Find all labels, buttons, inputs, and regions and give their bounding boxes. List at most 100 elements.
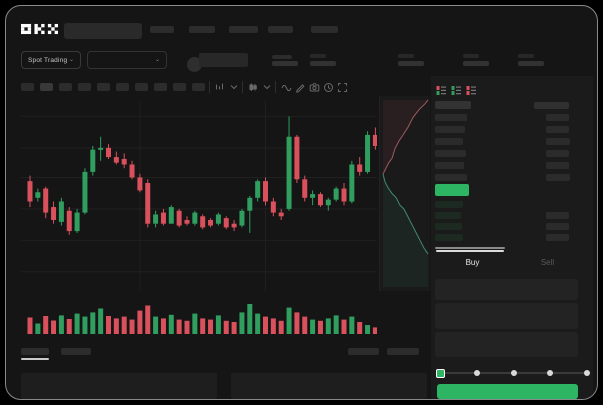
- ask-price-5: [435, 162, 464, 169]
- toolbar-item-8[interactable]: [154, 83, 167, 91]
- last-price-badge[interactable]: [435, 184, 469, 196]
- stat-value-2: [398, 61, 424, 66]
- stat-value-3: [463, 61, 489, 66]
- candle-body: [35, 192, 41, 198]
- volume-bar: [341, 319, 347, 334]
- stat-label-3: [463, 54, 479, 58]
- draw-tool-icon[interactable]: [295, 82, 306, 93]
- volume-bar: [66, 319, 72, 334]
- volume-bar: [302, 316, 308, 334]
- volume-bar: [263, 316, 268, 334]
- chevron-down-icon[interactable]: [229, 82, 240, 93]
- toolbar-item-6[interactable]: [116, 83, 129, 91]
- toolbar-item-4[interactable]: [78, 83, 91, 91]
- toolbar-item-5[interactable]: [97, 83, 110, 91]
- candle-body: [231, 223, 237, 228]
- ticker-label-placeholder: [272, 55, 292, 59]
- amount-input[interactable]: [435, 303, 578, 329]
- candle-body: [223, 218, 229, 228]
- buy-tab-indicator: [436, 250, 504, 252]
- volume-chart[interactable]: [21, 294, 377, 336]
- candle-body: [255, 181, 261, 198]
- tab-buy[interactable]: Buy: [435, 254, 510, 270]
- depth-area: [383, 99, 428, 174]
- total-input[interactable]: [435, 332, 578, 357]
- volume-bar: [349, 316, 355, 334]
- bottom-right-bar-1[interactable]: [348, 348, 379, 355]
- ob-mode-asks-only-icon[interactable]: [466, 85, 477, 96]
- tab-sell[interactable]: Sell: [510, 254, 585, 270]
- depth-chart[interactable]: [380, 96, 430, 291]
- volume-bar: [365, 325, 371, 334]
- volume-bar: [223, 320, 229, 334]
- candle-body: [239, 210, 245, 226]
- price-chart[interactable]: [21, 101, 377, 291]
- header-action-button[interactable]: [199, 53, 248, 67]
- market-type-selector[interactable]: Spot Trading ⌄: [21, 51, 81, 69]
- candle-body: [137, 177, 143, 191]
- slider-handle[interactable]: [435, 368, 445, 378]
- nav-item-2[interactable]: [189, 26, 215, 33]
- chart-settings-clock-icon[interactable]: [323, 82, 334, 93]
- stat-label-4: [518, 54, 534, 58]
- toolbar-item-2[interactable]: [40, 83, 53, 91]
- volume-bar: [357, 322, 363, 334]
- candle-body: [247, 197, 253, 211]
- volume-bar: [43, 316, 49, 334]
- ask-amount-1: [546, 114, 569, 121]
- volume-bar: [145, 305, 151, 334]
- ask-amount-6: [546, 174, 570, 181]
- toolbar-item-9[interactable]: [173, 83, 186, 91]
- price-input[interactable]: [435, 279, 578, 300]
- candle-body: [357, 164, 363, 172]
- volume-bar: [325, 318, 331, 334]
- ob-mode-bids-only-icon[interactable]: [451, 85, 462, 96]
- fullscreen-icon[interactable]: [337, 82, 348, 93]
- chevron-down-icon[interactable]: [262, 82, 273, 93]
- slider-stop-5[interactable]: [584, 370, 590, 376]
- toolbar-item-7[interactable]: [135, 83, 148, 91]
- bid-amount-4: [546, 234, 569, 241]
- volume-bar: [286, 307, 292, 334]
- toolbar-item-1[interactable]: [21, 83, 34, 91]
- volume-bar: [35, 323, 41, 334]
- okx-logo[interactable]: [21, 22, 58, 36]
- ob-scrollbar[interactable]: [435, 247, 505, 249]
- indicators-wave-icon[interactable]: [281, 82, 292, 93]
- candle-body: [365, 134, 371, 172]
- slider-stop-3[interactable]: [510, 370, 517, 376]
- bottom-tab-2[interactable]: [61, 348, 91, 355]
- volume-bar: [239, 312, 245, 334]
- nav-item-1[interactable]: [150, 26, 174, 33]
- ask-price-6: [435, 174, 467, 181]
- volume-bar: [278, 320, 284, 334]
- volume-bar: [270, 318, 276, 334]
- slider-stop-2[interactable]: [473, 370, 480, 376]
- bottom-right-bar-2[interactable]: [387, 348, 419, 355]
- submit-buy-button[interactable]: [437, 384, 578, 399]
- volume-bar: [200, 318, 206, 334]
- candle-body: [215, 214, 221, 224]
- toolbar-item-3[interactable]: [59, 83, 72, 91]
- search-input[interactable]: [64, 23, 142, 39]
- candle-body: [278, 212, 284, 217]
- toolbar-item-10[interactable]: [192, 83, 205, 91]
- ask-amount-3: [546, 138, 570, 145]
- nav-item-5[interactable]: [311, 26, 338, 33]
- candle-body: [98, 147, 104, 150]
- bottom-tab-1[interactable]: [21, 348, 49, 355]
- volume-bar: [74, 313, 80, 334]
- interval-selector-icon[interactable]: [215, 82, 226, 93]
- symbol-dropdown[interactable]: ⌄: [87, 51, 167, 69]
- avatar[interactable]: [187, 57, 202, 72]
- nav-item-3[interactable]: [229, 26, 258, 33]
- ob-mode-combined-book-icon[interactable]: [436, 85, 447, 96]
- volume-bar: [113, 318, 119, 334]
- volume-bar: [255, 313, 261, 334]
- camera-snapshot-icon[interactable]: [309, 82, 320, 93]
- slider-stop-4[interactable]: [547, 370, 554, 376]
- ticker-value-placeholder: [272, 61, 298, 66]
- volume-bar: [231, 322, 237, 334]
- chart-type-selector-icon[interactable]: [248, 82, 259, 93]
- nav-item-4[interactable]: [268, 26, 293, 33]
